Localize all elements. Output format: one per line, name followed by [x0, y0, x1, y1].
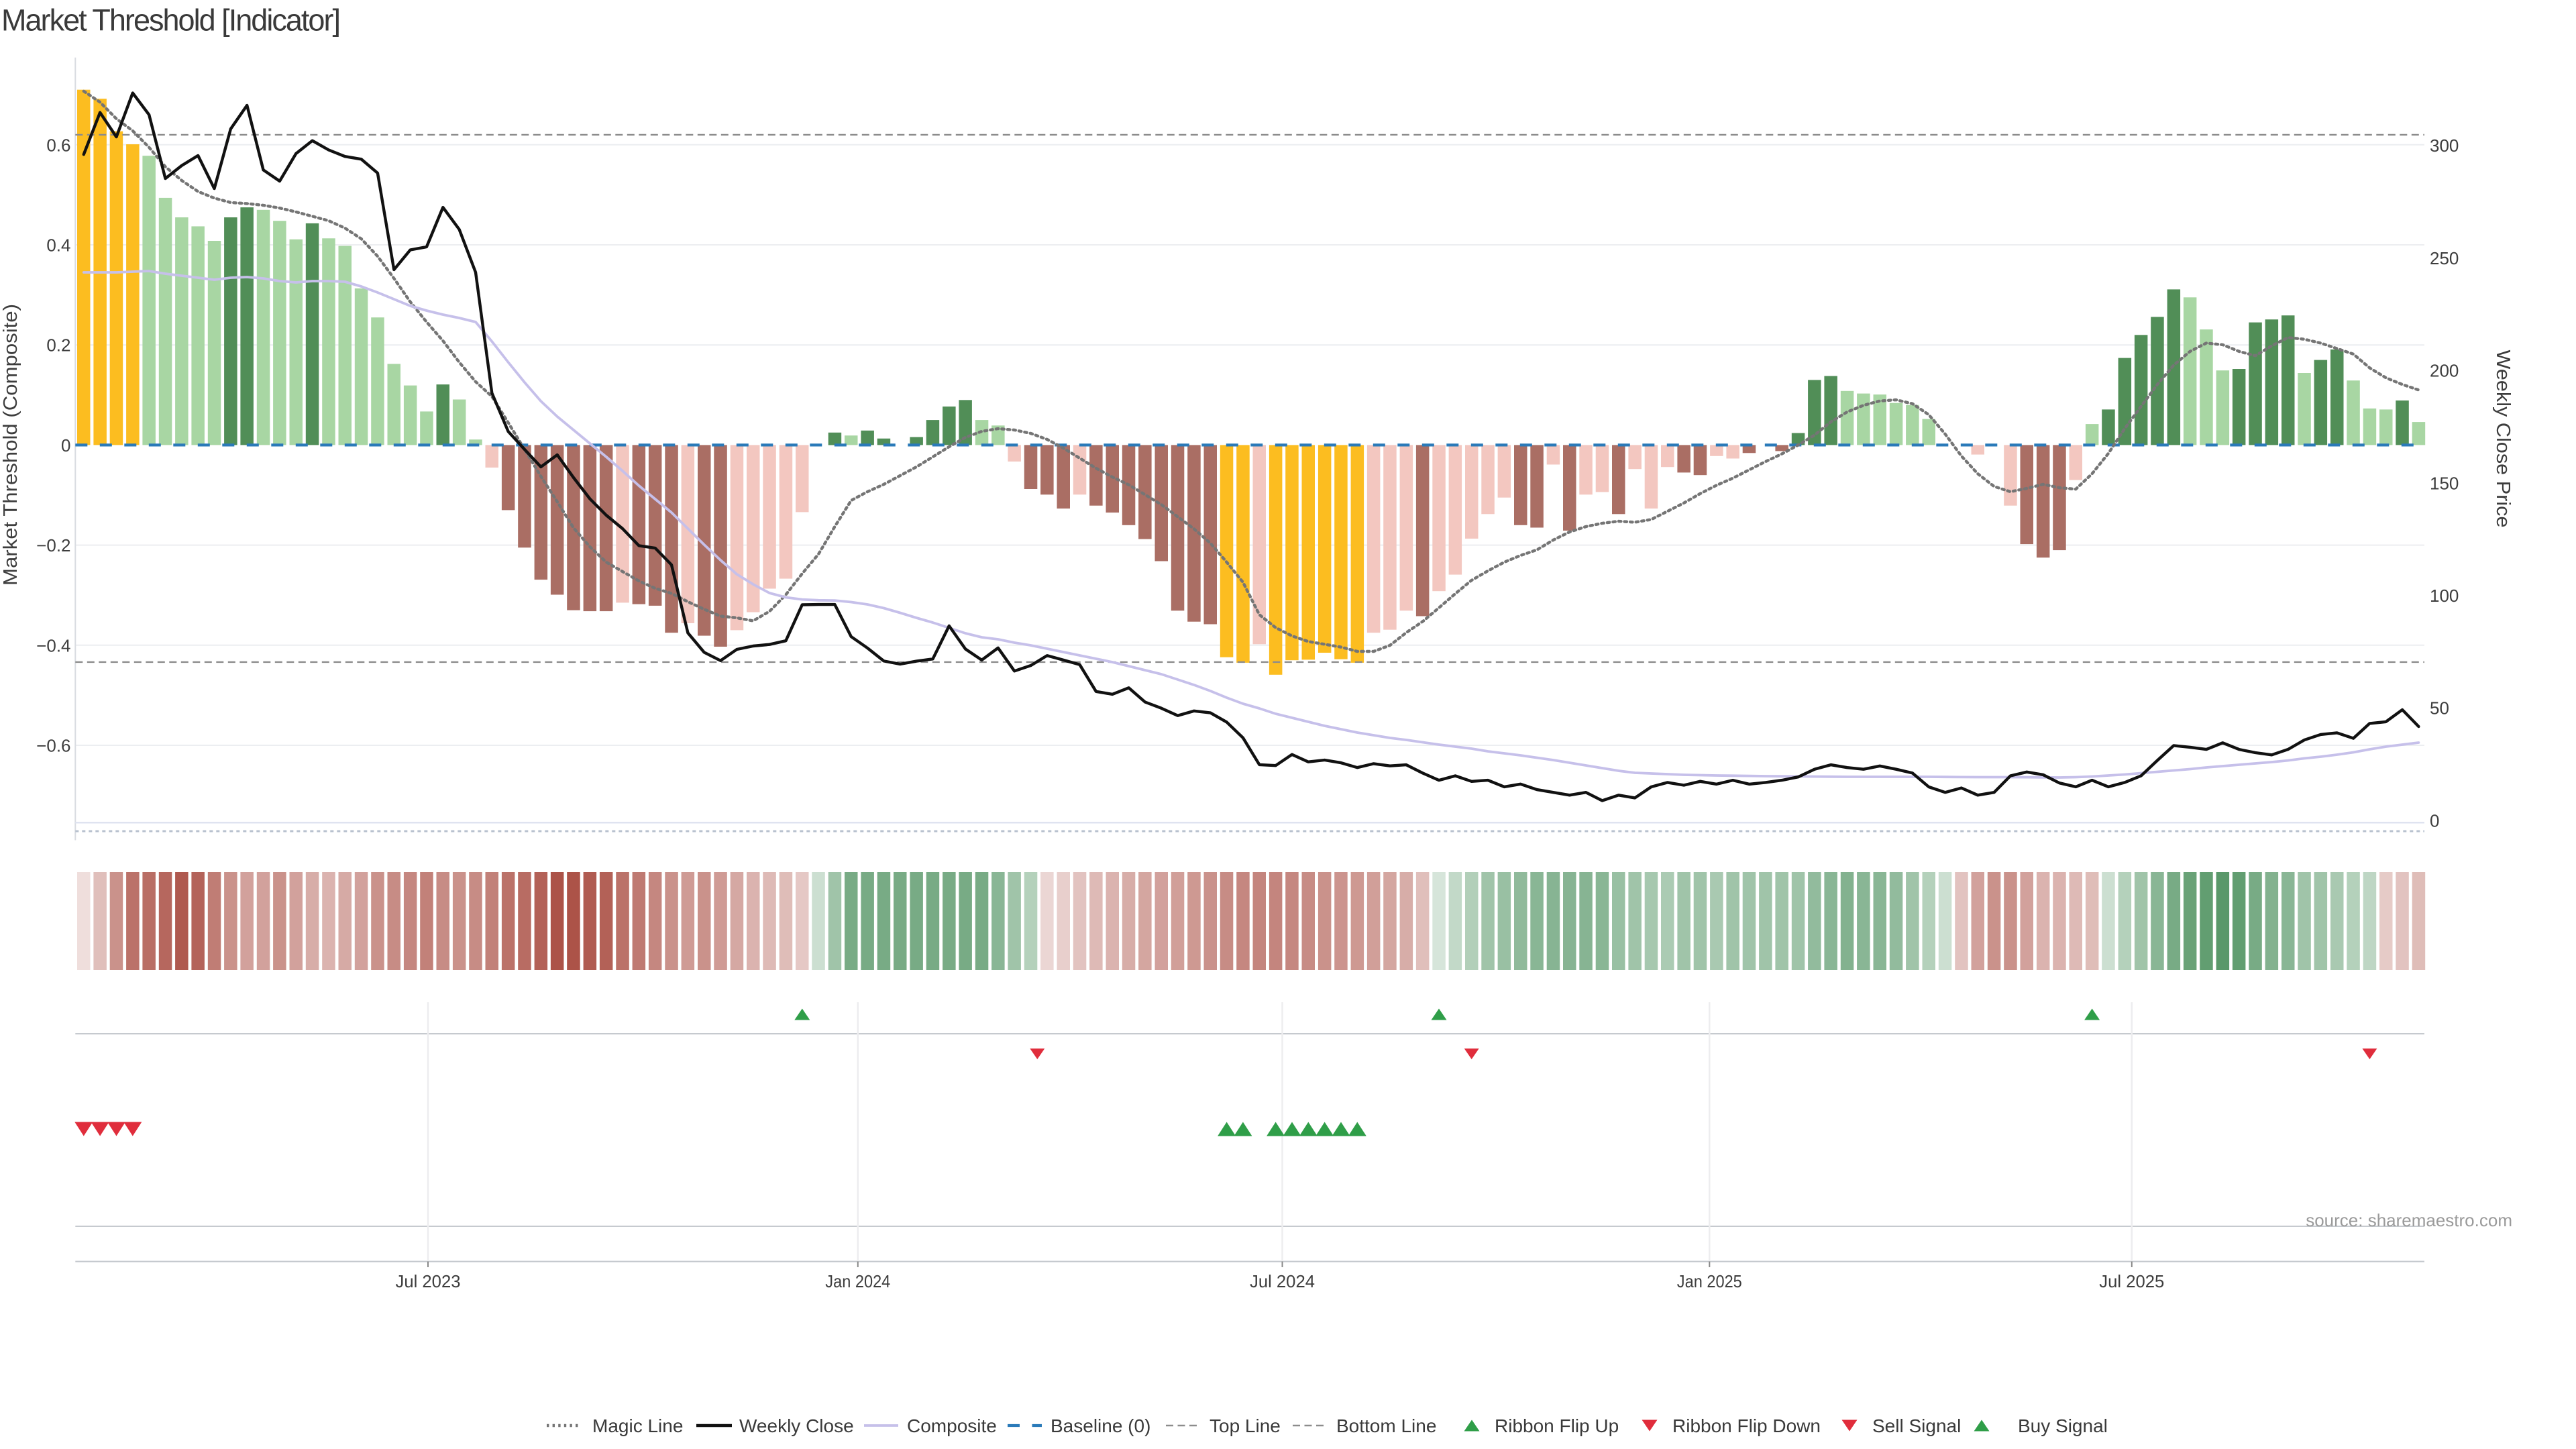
svg-text:−0.6: −0.6 [36, 736, 70, 756]
svg-text:Jan 2024: Jan 2024 [825, 1271, 890, 1291]
svg-text:Jul 2025: Jul 2025 [2099, 1271, 2164, 1291]
svg-text:0.4: 0.4 [46, 235, 70, 256]
svg-text:Jul 2024: Jul 2024 [1250, 1271, 1315, 1291]
svg-text:0.6: 0.6 [46, 135, 70, 155]
svg-text:Weekly Close: Weekly Close [739, 1415, 854, 1436]
svg-text:100: 100 [2430, 586, 2459, 606]
svg-text:Baseline (0): Baseline (0) [1051, 1415, 1150, 1436]
svg-text:150: 150 [2430, 473, 2459, 493]
svg-text:0: 0 [61, 435, 70, 455]
svg-text:Weekly Close Price: Weekly Close Price [2492, 350, 2514, 528]
svg-text:200: 200 [2430, 361, 2459, 381]
svg-text:50: 50 [2430, 698, 2449, 718]
svg-text:Sell Signal: Sell Signal [1872, 1415, 1961, 1436]
svg-text:Bottom Line: Bottom Line [1336, 1415, 1436, 1436]
svg-text:Buy Signal: Buy Signal [2018, 1415, 2108, 1436]
svg-text:Top Line: Top Line [1210, 1415, 1281, 1436]
svg-text:−0.2: −0.2 [36, 535, 70, 555]
svg-text:Jan 2025: Jan 2025 [1677, 1271, 1742, 1291]
svg-text:0.2: 0.2 [46, 335, 70, 356]
svg-text:250: 250 [2430, 248, 2459, 268]
svg-text:Market Threshold [Indicator]: Market Threshold [Indicator] [1, 3, 341, 38]
svg-text:−0.4: −0.4 [36, 635, 70, 655]
svg-text:source: sharemaestro.com: source: sharemaestro.com [2306, 1210, 2512, 1230]
svg-text:Market Threshold (Composite): Market Threshold (Composite) [0, 304, 21, 586]
svg-text:Magic Line: Magic Line [592, 1415, 683, 1436]
svg-text:Ribbon Flip Down: Ribbon Flip Down [1672, 1415, 1821, 1436]
svg-text:300: 300 [2430, 136, 2459, 156]
svg-text:0: 0 [2430, 810, 2439, 830]
svg-text:Jul 2023: Jul 2023 [396, 1271, 461, 1291]
svg-text:Composite: Composite [907, 1415, 997, 1436]
svg-text:Ribbon Flip Up: Ribbon Flip Up [1495, 1415, 1619, 1436]
